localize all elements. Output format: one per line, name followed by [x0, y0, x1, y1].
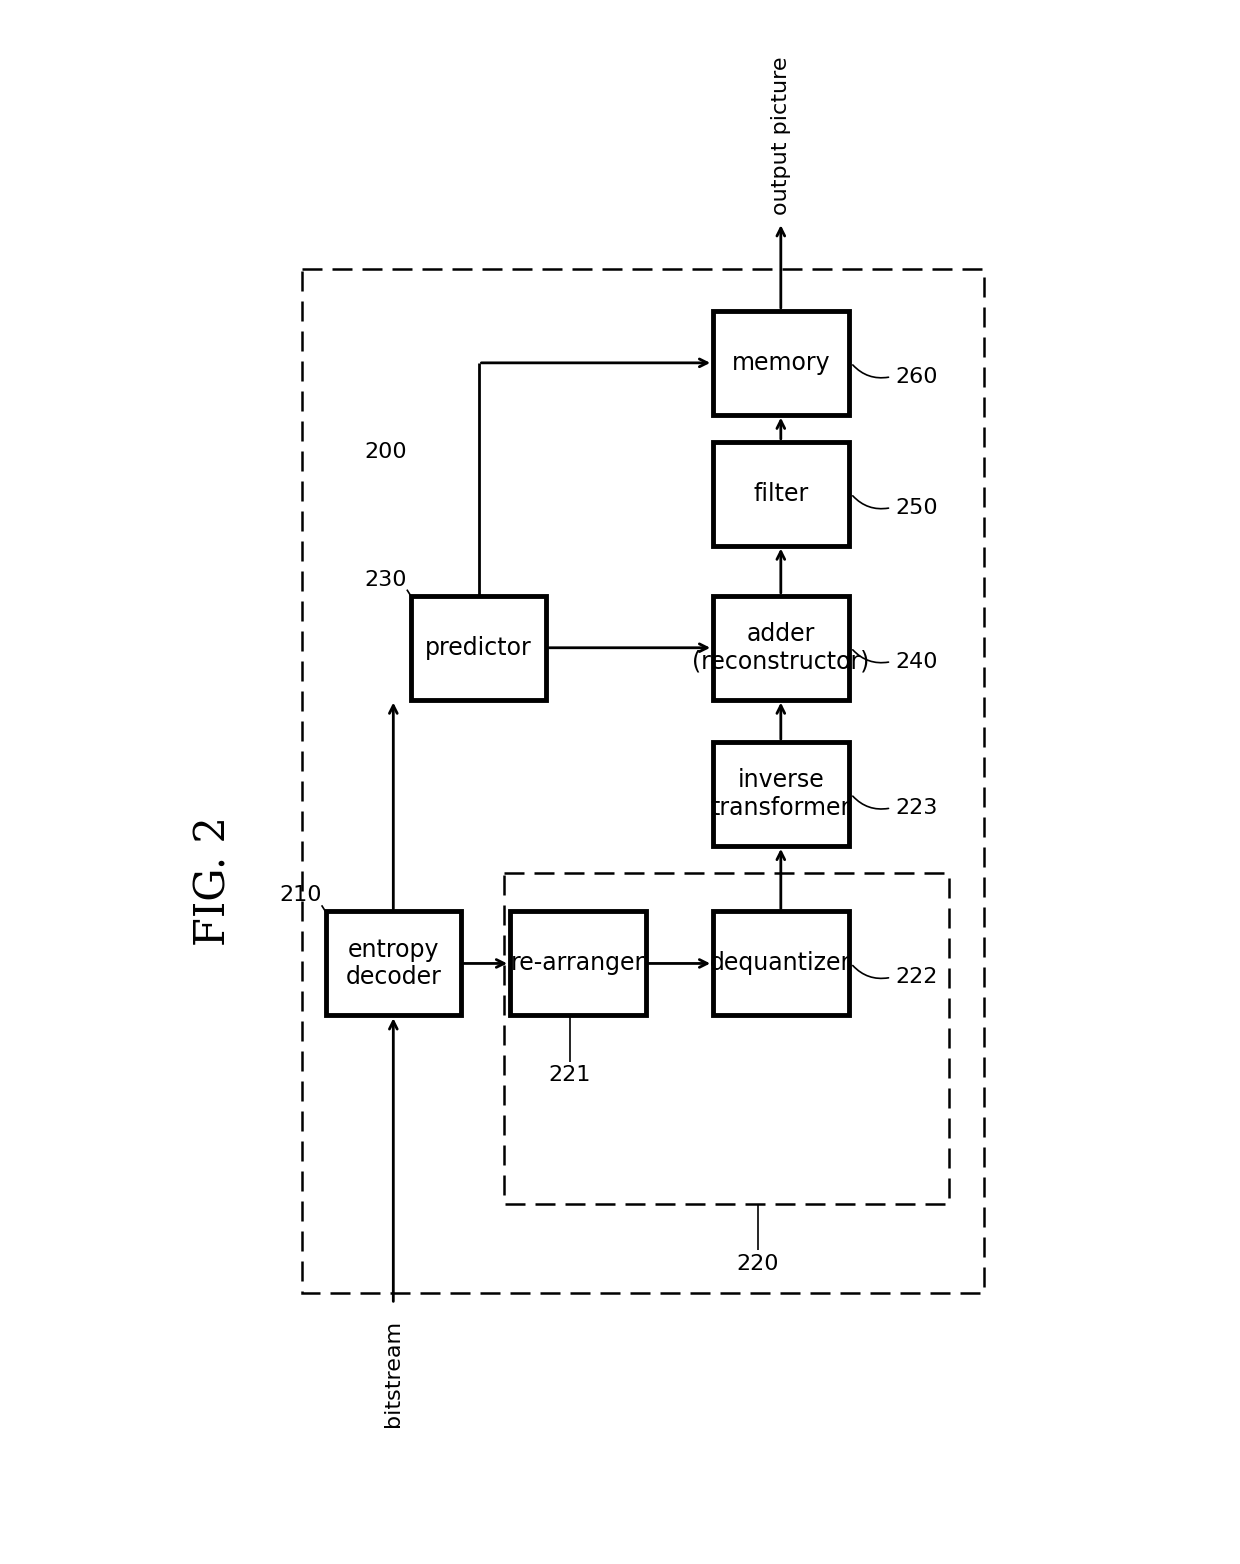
Text: 223: 223: [895, 798, 937, 818]
Text: memory: memory: [732, 350, 830, 375]
Text: 200: 200: [365, 441, 407, 461]
Text: 240: 240: [895, 652, 937, 671]
Text: predictor: predictor: [425, 635, 532, 660]
Text: 260: 260: [895, 366, 937, 386]
Text: 230: 230: [365, 569, 407, 590]
Text: entropy
decoder: entropy decoder: [346, 937, 441, 990]
Bar: [713, 596, 848, 699]
Text: 222: 222: [895, 967, 937, 987]
Text: filter: filter: [753, 482, 808, 505]
Bar: [325, 912, 461, 1015]
Bar: [713, 441, 848, 546]
Text: bitstream: bitstream: [383, 1320, 403, 1426]
Text: output picture: output picture: [771, 56, 791, 214]
Bar: [713, 912, 848, 1015]
Bar: [303, 269, 985, 1292]
Text: re-arranger: re-arranger: [511, 951, 645, 976]
Text: inverse
transformer: inverse transformer: [711, 768, 851, 820]
Bar: [510, 912, 646, 1015]
Text: 250: 250: [895, 497, 937, 518]
Text: 220: 220: [737, 1254, 779, 1275]
Text: adder
(reconstructor): adder (reconstructor): [692, 622, 869, 674]
Text: dequantizer: dequantizer: [711, 951, 852, 976]
Text: 221: 221: [549, 1065, 591, 1085]
Bar: [410, 596, 547, 699]
Text: FIG. 2: FIG. 2: [192, 816, 234, 946]
Bar: [503, 873, 950, 1204]
Bar: [713, 741, 848, 846]
Bar: [713, 311, 848, 414]
Text: 210: 210: [279, 885, 321, 906]
